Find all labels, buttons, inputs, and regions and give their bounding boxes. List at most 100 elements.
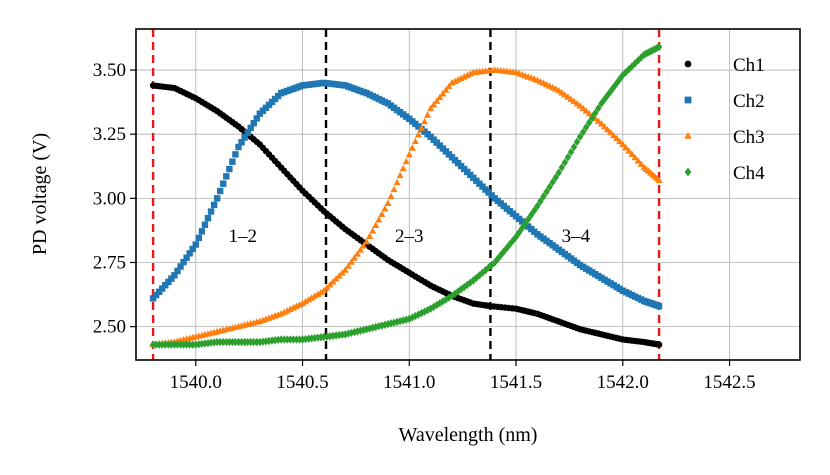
legend: Ch1 Ch2 Ch3 Ch4: [684, 55, 765, 184]
data-point-ch2: [159, 285, 166, 292]
data-point-ch2: [155, 288, 163, 296]
data-point-ch3: [360, 242, 368, 249]
legend-label-ch2: Ch2: [733, 91, 765, 112]
region-label: 3–4: [562, 226, 591, 247]
data-point-ch3: [363, 238, 371, 245]
data-point-ch2: [174, 267, 181, 275]
data-point-ch4: [589, 113, 596, 122]
data-point-ch3: [393, 178, 401, 186]
data-point-ch3: [634, 157, 642, 164]
data-point-ch3: [372, 221, 380, 229]
data-point-ch3: [421, 117, 429, 125]
data-point-ch4: [518, 223, 526, 233]
data-point-ch2: [168, 275, 175, 282]
data-point-ch4: [515, 228, 523, 237]
data-point-ch3: [369, 227, 377, 234]
x-tick-label: 1541.0: [383, 372, 435, 393]
data-point-ch4: [406, 314, 413, 324]
x-tick-label: 1542.5: [703, 372, 755, 393]
data-point-ch3: [302, 297, 310, 305]
data-point-ch4: [576, 132, 584, 141]
data-point-ch4: [488, 260, 495, 270]
data-point-ch4: [479, 268, 486, 277]
axis-ticks: 1540.0 1540.5 1541.0 1541.5 1542.0 1542.5 2.50…: [93, 60, 756, 393]
data-point-ch4: [345, 329, 352, 338]
data-point-ch3: [436, 93, 444, 101]
data-point-ch2: [253, 115, 260, 122]
legend-label-ch3: Ch3: [733, 127, 765, 148]
legend-marker-ch3: [684, 131, 692, 139]
data-point-ch3: [616, 137, 624, 145]
data-point-ch3: [317, 288, 325, 296]
data-point-ch4: [494, 254, 501, 263]
series-ch3: [149, 66, 663, 348]
data-point-ch2: [655, 302, 663, 310]
data-point-ch4: [637, 53, 645, 62]
data-point-ch3: [628, 150, 636, 157]
region-label: 1–2: [229, 226, 258, 247]
data-point-ch4: [625, 65, 633, 74]
data-point-ch3: [600, 123, 609, 130]
data-point-ch3: [597, 120, 605, 127]
data-point-ch2: [192, 241, 199, 248]
y-tick-label: 3.50: [93, 60, 126, 81]
region-annotations: 1–2 2–3 3–4: [229, 226, 591, 247]
data-point-ch3: [585, 109, 593, 117]
data-point-ch3: [655, 176, 663, 183]
series-ch4: [149, 42, 663, 349]
data-point-ch3: [430, 101, 438, 108]
data-point-ch3: [396, 171, 404, 179]
data-point-ch2: [213, 195, 221, 202]
data-point-ch4: [555, 168, 562, 177]
data-point-ch3: [366, 232, 374, 240]
data-point-ch4: [256, 337, 264, 347]
data-point-ch3: [402, 157, 410, 165]
data-point-ch4: [631, 59, 639, 68]
data-point-ch2: [216, 187, 224, 195]
data-point-ch4: [628, 62, 636, 71]
data-point-ch2: [247, 124, 254, 132]
data-point-ch3: [631, 153, 639, 161]
data-point-ch3: [445, 82, 453, 90]
data-point-ch3: [314, 290, 322, 297]
data-point-ch3: [308, 294, 316, 301]
data-point-ch4: [528, 210, 535, 220]
plot-frame: [135, 28, 801, 361]
data-point-ch4: [598, 99, 605, 108]
data-point-ch4: [546, 182, 553, 192]
legend-marker-ch4: [684, 167, 692, 177]
data-point-ch4: [552, 173, 559, 182]
data-point-ch3: [439, 90, 447, 97]
data-point-ch3: [607, 128, 615, 136]
series-ch2: [149, 79, 663, 310]
data-point-ch3: [347, 258, 355, 265]
y-tick-label: 3.00: [93, 188, 126, 209]
data-point-ch2: [235, 143, 242, 151]
y-tick-label: 2.50: [93, 317, 126, 338]
data-point-ch2: [165, 278, 172, 286]
data-point-ch2: [226, 165, 233, 173]
data-point-ch4: [265, 336, 273, 346]
data-point-ch3: [427, 104, 435, 112]
data-point-ch2: [149, 295, 157, 302]
data-point-ch2: [241, 134, 248, 141]
data-point-ch2: [198, 228, 206, 235]
data-point-ch3: [353, 250, 361, 257]
x-tick-label: 1541.5: [490, 372, 542, 393]
data-point-ch2: [204, 214, 212, 222]
x-tick-label: 1542.0: [597, 372, 649, 393]
data-point-ch4: [320, 332, 328, 342]
data-point-ch3: [384, 199, 392, 207]
y-tick-label: 2.75: [93, 252, 126, 273]
data-point-ch4: [586, 118, 593, 127]
data-point-ch4: [564, 153, 572, 162]
data-point-ch4: [570, 142, 578, 152]
data-point-ch3: [576, 102, 584, 109]
data-point-ch3: [408, 144, 416, 151]
data-point-ch2: [232, 151, 239, 158]
data-point-ch4: [534, 201, 541, 211]
data-point-ch4: [579, 127, 587, 137]
data-point-ch3: [341, 266, 349, 273]
x-tick-label: 1540.5: [276, 372, 328, 393]
